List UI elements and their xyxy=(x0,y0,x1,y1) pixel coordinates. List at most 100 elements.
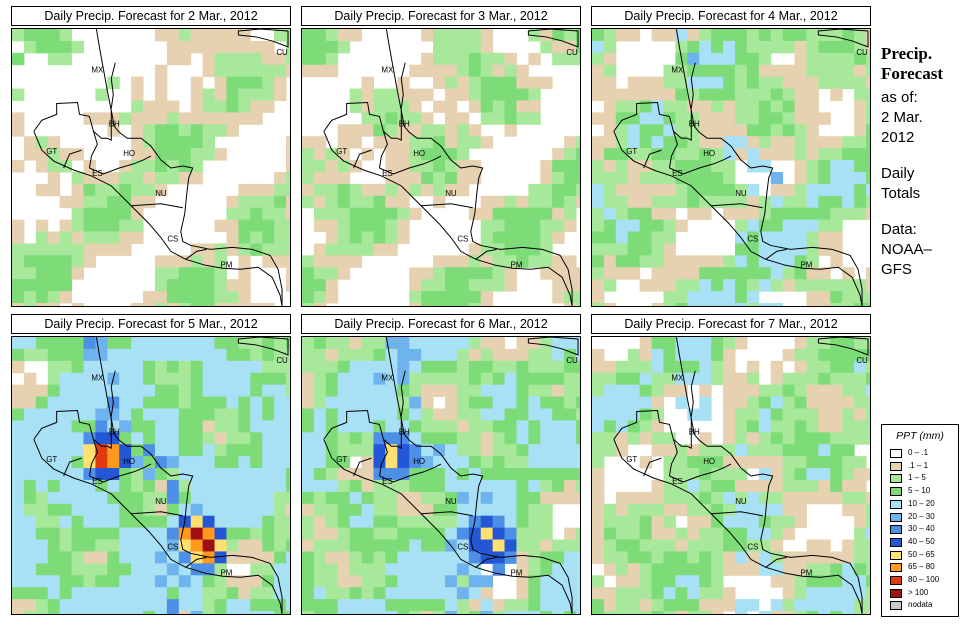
precip-cell xyxy=(734,503,748,517)
precip-cell xyxy=(711,456,724,469)
precip-cell xyxy=(830,52,843,66)
precip-grid xyxy=(12,29,290,306)
precip-cell xyxy=(564,372,577,386)
precip-cell xyxy=(603,396,617,409)
precip-cell xyxy=(746,599,760,612)
precip-cell xyxy=(711,551,724,564)
legend-label: 1 – 5 xyxy=(908,473,926,483)
precip-cell xyxy=(433,360,446,374)
legend-swatch xyxy=(890,601,902,611)
precip-cell xyxy=(516,408,529,421)
precip-cell xyxy=(12,551,25,564)
precip-cell xyxy=(687,112,700,125)
precip-cell xyxy=(592,29,605,42)
precip-cell xyxy=(71,575,84,588)
precip-cell xyxy=(59,337,73,350)
country-label: BH xyxy=(399,119,410,128)
precip-cell xyxy=(433,267,446,280)
precip-cell xyxy=(842,408,855,421)
precip-cell xyxy=(723,551,736,564)
precip-cell xyxy=(456,372,470,386)
precip-cell xyxy=(540,551,553,564)
precip-cell xyxy=(421,420,434,433)
precip-cell xyxy=(576,563,580,576)
precip-cell xyxy=(190,527,204,541)
precip-cell xyxy=(226,420,239,433)
precip-cell xyxy=(274,52,287,66)
precip-cell xyxy=(866,420,870,433)
precip-cell xyxy=(806,432,819,445)
precip-cell xyxy=(302,195,315,209)
precip-cell xyxy=(286,384,290,398)
precip-cell xyxy=(119,183,132,197)
precip-cell xyxy=(274,219,287,233)
precip-cell xyxy=(421,479,434,493)
precip-cell xyxy=(178,599,192,612)
precip-cell xyxy=(480,255,494,268)
precip-cell xyxy=(468,503,482,517)
precip-cell xyxy=(250,539,263,552)
cuba-outline xyxy=(527,337,579,356)
precip-cell xyxy=(639,384,653,398)
precip-cell xyxy=(302,372,315,386)
precip-cell xyxy=(699,599,712,612)
precip-cell xyxy=(830,384,843,398)
precip-cell xyxy=(504,348,517,362)
precip-cell xyxy=(325,195,339,209)
precip-cell xyxy=(421,348,434,362)
precip-cell xyxy=(528,372,541,386)
precip-cell xyxy=(794,587,807,600)
country-border xyxy=(89,155,152,175)
country-label: GT xyxy=(626,455,637,464)
precip-cell xyxy=(723,384,736,398)
precip-cell xyxy=(385,563,398,576)
precip-cell xyxy=(516,384,529,398)
precip-cell xyxy=(154,100,168,113)
precip-cell xyxy=(83,171,96,185)
precip-cell xyxy=(95,195,108,209)
caribbean-coastline xyxy=(95,29,283,306)
precip-cell xyxy=(782,136,796,149)
precip-cell xyxy=(250,408,263,421)
precip-cell xyxy=(854,491,867,505)
precip-cell xyxy=(552,40,565,54)
precip-cell xyxy=(286,599,290,612)
precip-cell xyxy=(433,124,446,137)
precip-cell xyxy=(516,88,529,101)
precip-cell xyxy=(409,267,422,280)
precip-cell xyxy=(746,160,760,173)
precip-cell xyxy=(154,88,168,101)
precip-cell xyxy=(361,420,374,433)
precip-cell xyxy=(286,195,290,209)
precip-cell xyxy=(325,171,339,185)
country-border xyxy=(687,110,692,142)
precip-cell xyxy=(651,611,664,614)
precip-cell xyxy=(794,171,807,185)
precip-cell xyxy=(361,348,374,362)
precip-cell xyxy=(373,527,386,541)
precip-cell xyxy=(758,40,772,54)
precip-cell xyxy=(675,384,688,398)
precip-cell xyxy=(564,52,577,66)
precip-cell xyxy=(143,479,156,493)
precip-cell xyxy=(262,76,275,90)
precip-cell xyxy=(675,611,688,614)
precip-cell xyxy=(35,136,49,149)
precip-cell xyxy=(699,456,712,469)
precip-cell xyxy=(337,575,351,588)
precip-cell xyxy=(639,360,653,374)
legend-label: nodata xyxy=(908,600,933,610)
precip-cell xyxy=(675,396,688,409)
precip-cell xyxy=(83,219,96,233)
precip-cell xyxy=(214,515,227,529)
precip-cell xyxy=(492,539,506,552)
precip-cell xyxy=(592,372,605,386)
precip-cell xyxy=(699,479,712,493)
precip-cell xyxy=(830,396,843,409)
precip-cell xyxy=(663,64,676,78)
precip-cell xyxy=(842,491,855,505)
precip-cell xyxy=(627,599,641,612)
precip-cell xyxy=(516,575,529,588)
precip-cell xyxy=(373,136,386,149)
precip-cell xyxy=(262,100,275,113)
